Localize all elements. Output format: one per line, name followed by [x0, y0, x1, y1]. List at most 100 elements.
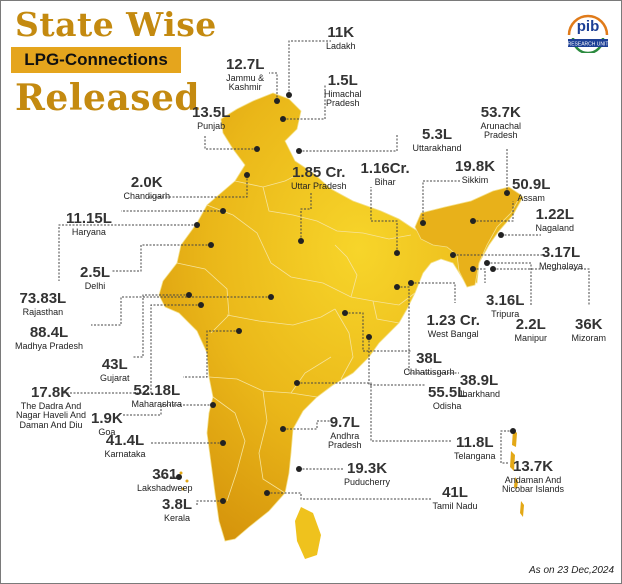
value-kerala: 3.8L: [162, 496, 193, 513]
name-arunachal: Arunachal Pradesh: [480, 120, 522, 141]
dot-ap: [280, 426, 286, 432]
dot-up: [298, 238, 304, 244]
value-punjab: 13.5L: [192, 104, 231, 121]
dot-ladakh: [286, 92, 292, 98]
state-borders: [176, 174, 416, 502]
leader-odisha: [368, 337, 425, 386]
label-karnataka: 41.4L Karnataka: [105, 432, 146, 459]
title-line-1: State Wise: [15, 5, 217, 44]
dot-rajasthan: [194, 222, 200, 228]
dot-maharashtra: [236, 328, 242, 334]
name-nagaland: Nagaland: [535, 222, 575, 233]
label-up: 1.85 Cr. Uttar Pradesh: [291, 164, 347, 191]
value-chandigarh: 2.0K: [130, 174, 163, 191]
label-jharkhand: 38.9L Jharkhand: [458, 372, 500, 399]
dot-chandigarh: [244, 172, 250, 178]
leader-delhi: [111, 244, 211, 272]
value-assam: 50.9L: [512, 176, 551, 193]
name-delhi: Delhi: [84, 280, 106, 291]
label-lakshadweep: 361 Lakshadweep: [137, 466, 193, 493]
dot-wb: [408, 280, 414, 286]
dot-bihar: [394, 250, 400, 256]
dot-gujarat: [186, 292, 192, 298]
leader-mizoram: [493, 268, 590, 305]
dot-goa: [210, 402, 216, 408]
leader-chhattisgarh: [345, 312, 411, 352]
label-rajasthan: 73.83L Rajasthan: [19, 290, 67, 317]
value-maharashtra: 52.18L: [133, 382, 181, 399]
dot-meghalaya: [450, 252, 456, 258]
value-uttarakhand: 5.3L: [422, 126, 453, 143]
dot-haryana: [220, 208, 226, 214]
leader-manipur: [487, 262, 532, 305]
dot-manipur: [484, 260, 490, 266]
name-andaman: Andaman And Nicobar Islands: [502, 474, 565, 495]
value-lakshadweep: 361: [152, 466, 178, 483]
value-andaman: 13.7K: [513, 458, 554, 475]
leader-telangana: [297, 382, 451, 442]
label-odisha: 55.5L Odisha: [428, 384, 466, 411]
sri-lanka-shape: [295, 507, 321, 559]
label-hp: 1.5L Himachal Pradesh: [324, 72, 362, 109]
label-tn: 41L Tamil Nadu: [432, 484, 478, 511]
name-maharashtra: Maharashtra: [131, 398, 183, 409]
name-puducherry: Puducherry: [344, 476, 391, 487]
dot-odisha: [366, 334, 372, 340]
dot-kerala: [220, 498, 226, 504]
leader-assam: [473, 201, 514, 222]
value-sikkim: 19.8K: [455, 158, 496, 175]
name-lakshadweep: Lakshadweep: [137, 482, 193, 493]
label-nagaland: 1.22L Nagaland: [535, 206, 575, 233]
value-bihar: 1.16Cr.: [360, 160, 410, 177]
dot-dnh: [198, 302, 204, 308]
dot-uttarakhand: [296, 148, 302, 154]
dot-mizoram: [490, 266, 496, 272]
name-kerala: Kerala: [164, 512, 191, 523]
name-tn: Tamil Nadu: [432, 500, 478, 511]
value-ap: 9.7L: [329, 414, 360, 431]
name-sikkim: Sikkim: [461, 174, 489, 185]
value-hp: 1.5L: [327, 72, 358, 89]
leader-maharashtra: [183, 330, 239, 378]
value-rajasthan: 73.83L: [19, 290, 67, 307]
dot-punjab: [254, 146, 260, 152]
dot-mp: [268, 294, 274, 300]
lakshadweep-shape: [179, 471, 189, 491]
name-gujarat: Gujarat: [100, 372, 130, 383]
value-chhattisgarh: 38L: [416, 350, 442, 367]
label-chhattisgarh: 38L Chhattisgarh: [404, 350, 455, 377]
label-manipur: 2.2L Manipur: [515, 316, 548, 343]
label-jk: 12.7L Jammu & Kashmir: [226, 56, 265, 93]
label-uttarakhand: 5.3L Uttarakhand: [413, 126, 462, 153]
dot-delhi: [208, 242, 214, 248]
dot-tn: [264, 490, 270, 496]
name-chandigarh: Chandigarh: [123, 190, 171, 201]
value-telangana: 11.8L: [456, 434, 494, 451]
name-tripura: Tripura: [491, 308, 520, 319]
value-wb: 1.23 Cr.: [426, 312, 480, 329]
value-jk: 12.7L: [226, 56, 265, 73]
dot-lakshadweep: [176, 474, 182, 480]
leader-dnh: [63, 304, 201, 394]
label-gujarat: 43L Gujarat: [100, 356, 130, 383]
value-nagaland: 1.22L: [535, 206, 574, 223]
pib-logo: pib RESEARCH UNIT: [565, 5, 611, 55]
value-haryana: 11.15L: [66, 210, 112, 227]
leader-jk: [269, 72, 278, 101]
leader-chandigarh: [147, 175, 248, 198]
label-goa: 1.9K Goa: [91, 410, 123, 437]
leader-wb: [411, 282, 456, 303]
label-maharashtra: 52.18L Maharashtra: [131, 382, 183, 409]
value-mizoram: 36K: [574, 316, 603, 333]
value-tripura: 3.16L: [486, 292, 525, 309]
dot-arunachal: [504, 190, 510, 196]
value-ladakh: 11K: [327, 24, 355, 41]
name-meghalaya: Meghalaya: [539, 260, 584, 271]
name-telangana: Telangana: [454, 450, 496, 461]
label-wb: 1.23 Cr. West Bangal: [426, 312, 480, 339]
label-haryana: 11.15L Haryana: [66, 210, 112, 237]
name-mizoram: Mizoram: [571, 332, 607, 343]
label-puducherry: 19.3K Puducherry: [344, 460, 391, 487]
